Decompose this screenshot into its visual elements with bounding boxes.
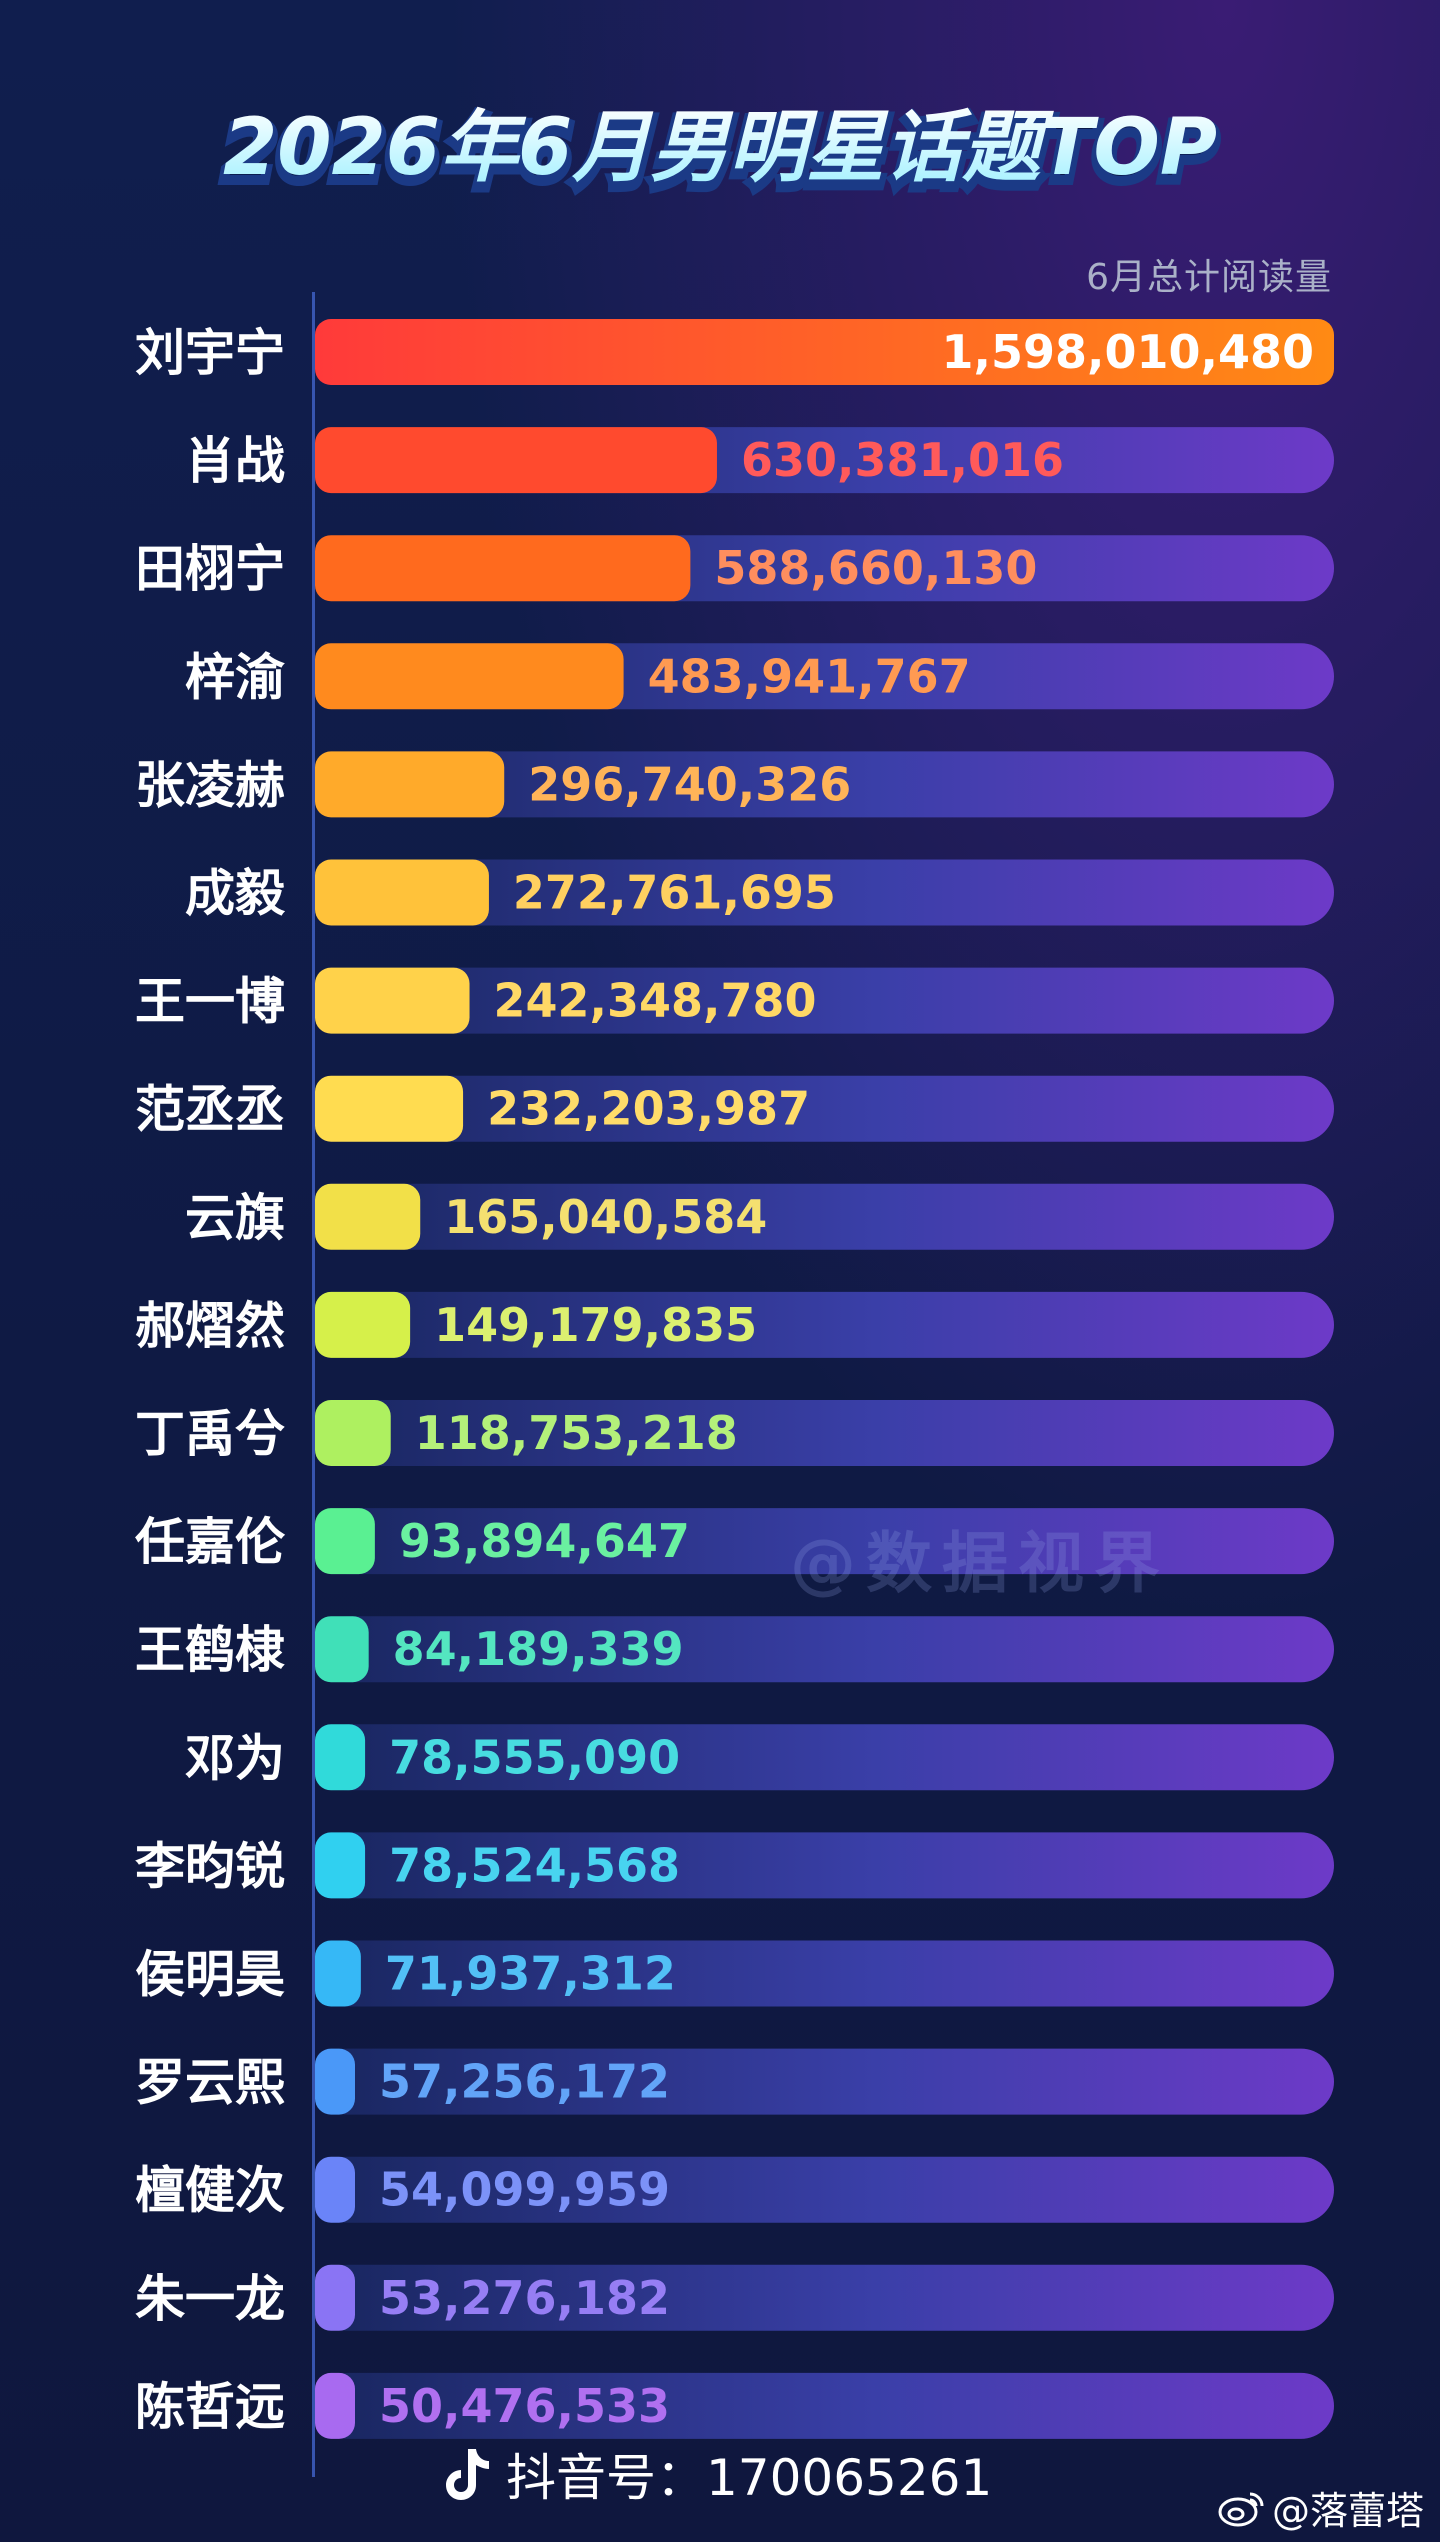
bar	[315, 1724, 366, 1791]
value-label: 53,276,182	[379, 2271, 670, 2325]
category-label: 范丞丞	[135, 1081, 285, 1139]
weibo-icon	[1218, 2492, 1264, 2526]
category-label: 梓渝	[185, 648, 285, 706]
bar	[315, 643, 624, 710]
bar-track	[315, 1940, 1334, 2007]
value-label: 296,740,326	[528, 757, 851, 811]
bar-track	[315, 1724, 1334, 1791]
value-label: 242,348,780	[494, 974, 817, 1028]
weibo-footer: @落蕾塔	[1218, 2480, 1424, 2535]
bar	[315, 427, 717, 494]
bar	[315, 967, 470, 1034]
category-label: 刘宇宁	[135, 324, 285, 382]
value-label: 118,753,218	[415, 1406, 738, 1460]
bar	[315, 1832, 366, 1899]
chart-title-text: 2026年6月男明星话题TOP	[223, 103, 1217, 193]
category-label: 李昀锐	[135, 1837, 285, 1895]
category-label: 成毅	[185, 865, 286, 923]
value-label: 93,894,647	[399, 1514, 690, 1568]
bar-track	[315, 967, 1334, 1034]
bar-track	[315, 1832, 1334, 1899]
category-label: 王鹤棣	[135, 1621, 285, 1679]
bar	[315, 1291, 411, 1358]
category-label: 郝熠然	[135, 1297, 285, 1355]
y-axis-line	[312, 292, 315, 2477]
category-label: 任嘉伦	[135, 1513, 286, 1571]
category-label: 邓为	[185, 1729, 285, 1787]
category-label: 王一博	[135, 973, 285, 1031]
bar-track	[315, 1508, 1334, 1575]
value-label: 272,761,695	[513, 866, 836, 920]
category-label: 云旗	[185, 1189, 285, 1247]
category-label: 朱一龙	[135, 2270, 285, 2328]
category-label: 侯明昊	[135, 1946, 285, 2004]
value-label: 54,099,959	[379, 2163, 670, 2217]
category-label: 陈哲远	[135, 2378, 285, 2436]
value-label: 232,203,987	[487, 1082, 810, 1136]
douyin-id-label: 抖音号：170065261	[506, 2449, 993, 2507]
value-label: 84,189,339	[393, 1622, 684, 1676]
value-label: 1,598,010,480	[942, 325, 1315, 379]
bar-track	[315, 2372, 1334, 2439]
value-label: 78,555,090	[389, 1730, 680, 1784]
bar	[315, 2156, 355, 2223]
bar	[315, 1616, 369, 1683]
category-label: 丁禹兮	[135, 1405, 285, 1463]
bar	[315, 1075, 464, 1142]
value-label: 50,476,533	[379, 2379, 670, 2433]
value-label: 165,040,584	[444, 1190, 767, 1244]
bar	[315, 1183, 421, 1250]
bar	[315, 751, 505, 818]
bar	[315, 2372, 355, 2439]
category-label: 张凌赫	[135, 756, 285, 814]
watermark: @数据视界	[790, 1525, 1170, 1602]
bar	[315, 319, 1334, 385]
category-label: 肖战	[185, 432, 285, 490]
bar-track	[315, 2156, 1334, 2223]
chart-title: 2026年6月男明星话题TOP 2026年6月男明星话题TOP	[218, 103, 1222, 204]
value-label: 149,179,835	[434, 1298, 757, 1352]
bar-track	[315, 2264, 1334, 2331]
bar	[315, 2048, 355, 2115]
bar	[315, 1400, 391, 1466]
bar-track	[315, 2048, 1334, 2115]
value-label: 588,660,130	[714, 541, 1037, 595]
bar-track	[315, 1075, 1334, 1142]
bar-track	[315, 1183, 1334, 1250]
category-label: 田栩宁	[135, 540, 285, 598]
value-label: 57,256,172	[379, 2055, 670, 2109]
bar	[315, 1940, 361, 2007]
bar-track	[315, 751, 1334, 818]
bar-track	[315, 1616, 1334, 1683]
category-label: 罗云熙	[135, 2054, 285, 2112]
bar	[315, 859, 489, 926]
bar	[315, 1508, 375, 1575]
weibo-handle: @落蕾塔	[1271, 2489, 1424, 2533]
douyin-icon	[446, 2449, 489, 2500]
value-label: 78,524,568	[389, 1838, 680, 1892]
bar	[315, 2264, 355, 2331]
chart-subtitle: 6月总计阅读量	[1086, 257, 1332, 298]
chart-title-shadow: 2026年6月男明星话题TOP	[223, 109, 1217, 199]
value-label: 71,937,312	[385, 1947, 676, 2001]
bar-track	[315, 859, 1334, 926]
value-label: 630,381,016	[741, 433, 1064, 487]
bar-track	[315, 1400, 1334, 1466]
category-label: 檀健次	[135, 2162, 285, 2220]
douyin-footer: 抖音号：170065261	[440, 2438, 992, 2510]
bar-track	[315, 1291, 1334, 1358]
bar	[315, 535, 691, 602]
value-label: 483,941,767	[648, 649, 971, 703]
